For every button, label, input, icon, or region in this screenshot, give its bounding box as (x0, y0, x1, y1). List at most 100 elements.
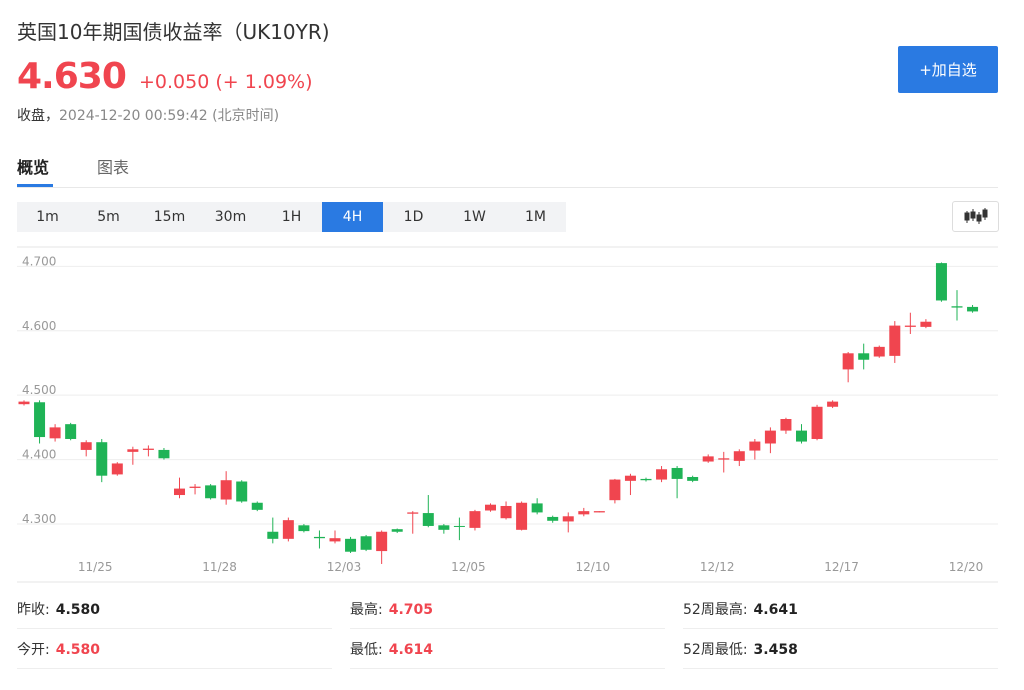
tab-underline (17, 184, 53, 187)
price: 4.630 (17, 56, 127, 97)
candle-body (220, 480, 232, 500)
candle-body (407, 512, 419, 514)
stat-label: 今开: (17, 642, 50, 658)
stat-separator (17, 628, 332, 629)
candle-body (438, 525, 450, 530)
x-tick-label: 12/12 (700, 560, 735, 574)
candle-body (609, 479, 621, 501)
stat-item: 52周最低: 3.458 (683, 639, 798, 659)
stat-value: 4.580 (55, 602, 101, 618)
candle-body (205, 485, 217, 499)
stat-separator (683, 668, 998, 669)
candle-icon (964, 208, 988, 224)
add-watchlist-button[interactable]: +加自选 (898, 46, 998, 93)
stat-label: 52周最低: (683, 642, 748, 658)
stat-separator (17, 668, 332, 669)
period-button[interactable]: 1D (403, 209, 424, 225)
candle-body (80, 442, 92, 450)
tab[interactable]: 图表 (97, 158, 130, 177)
stat-value: 3.458 (753, 642, 798, 658)
candle-body (733, 451, 745, 461)
period-button[interactable]: 5m (97, 209, 120, 225)
candle-body (624, 475, 636, 481)
x-tick-label: 12/10 (576, 560, 611, 574)
x-tick-label: 11/28 (202, 560, 237, 574)
candle-body (236, 481, 248, 502)
candle-body (796, 430, 807, 442)
candle-body (329, 538, 341, 542)
candle-body (251, 502, 263, 510)
candle-body (65, 424, 77, 439)
candle-body (889, 325, 901, 356)
stat-separator (350, 628, 665, 629)
y-tick-label: 4.400 (22, 448, 56, 462)
stat-item: 最低: 4.614 (350, 639, 433, 659)
candle-body (298, 525, 310, 532)
candle-body (282, 520, 294, 539)
y-tick-label: 4.600 (22, 319, 56, 333)
stat-value: 4.705 (388, 602, 434, 618)
candle-body (376, 531, 388, 552)
candle-body (453, 525, 465, 527)
title: 英国10年期国债收益率（UK10YR) (17, 20, 330, 44)
candle-body (174, 488, 185, 496)
period-button[interactable]: 30m (214, 209, 247, 225)
candle-body (702, 456, 714, 462)
candle-body (842, 353, 854, 370)
period-button[interactable]: 4H (322, 202, 383, 232)
candle-body (593, 511, 605, 513)
candle-body (780, 419, 792, 431)
candle-body (469, 511, 481, 528)
x-tick-label: 11/25 (78, 560, 113, 574)
candle-body (562, 516, 574, 522)
stat-value: 4.580 (55, 642, 101, 658)
status: 收盘，2024-12-20 00:59:42 (北京时间) (17, 105, 279, 125)
change: +0.050 (+ 1.09%) (139, 71, 313, 93)
status-label: 收盘， (17, 108, 59, 124)
candle-body (749, 441, 761, 451)
candle-body (34, 402, 46, 438)
candle-body (158, 449, 170, 459)
period-button[interactable]: 15m (153, 209, 186, 225)
candle-body (345, 538, 357, 552)
y-tick-label: 4.700 (22, 254, 56, 268)
candle-body (18, 401, 30, 405)
y-tick-label: 4.500 (22, 383, 56, 397)
stat-value: 4.614 (388, 642, 434, 658)
x-tick-label: 12/03 (327, 560, 362, 574)
candle-body (935, 263, 947, 301)
stat-label: 昨收: (17, 602, 50, 618)
candle-body (967, 306, 979, 312)
chart-type-button[interactable] (952, 201, 999, 232)
candle-body (951, 306, 963, 308)
x-tick-label: 12/05 (451, 560, 486, 574)
period-button[interactable]: 1H (281, 209, 302, 225)
candle-body (500, 505, 512, 519)
candle-body (718, 458, 730, 460)
period-bar: 1m 5m 15m 30m 1H 4H 1D 1W 1M (17, 202, 566, 232)
stat-item: 52周最高: 4.641 (683, 599, 798, 619)
candle-body (578, 511, 590, 515)
candle-body (811, 406, 823, 439)
period-button[interactable]: 1W (463, 209, 486, 225)
candle-body (687, 476, 699, 481)
candle-body (313, 536, 325, 539)
tab[interactable]: 概览 (17, 158, 50, 177)
candle-body (656, 469, 668, 480)
stat-item: 今开: 4.580 (17, 639, 100, 659)
candle-body (827, 401, 839, 407)
candle-body (640, 478, 652, 481)
candle-body (189, 486, 201, 488)
status-time: 2024-12-20 00:59:42 (北京时间) (59, 108, 280, 124)
period-button[interactable]: 1m (36, 209, 59, 225)
candle-body (142, 448, 154, 450)
candle-body (111, 463, 123, 475)
change-value: +0.050 (139, 71, 210, 93)
stat-label: 最低: (350, 642, 383, 658)
candle-body (920, 321, 932, 327)
candle-body (904, 325, 916, 327)
stat-item: 最高: 4.705 (350, 599, 433, 619)
period-button[interactable]: 1M (525, 209, 546, 225)
candle-body (267, 531, 279, 539)
